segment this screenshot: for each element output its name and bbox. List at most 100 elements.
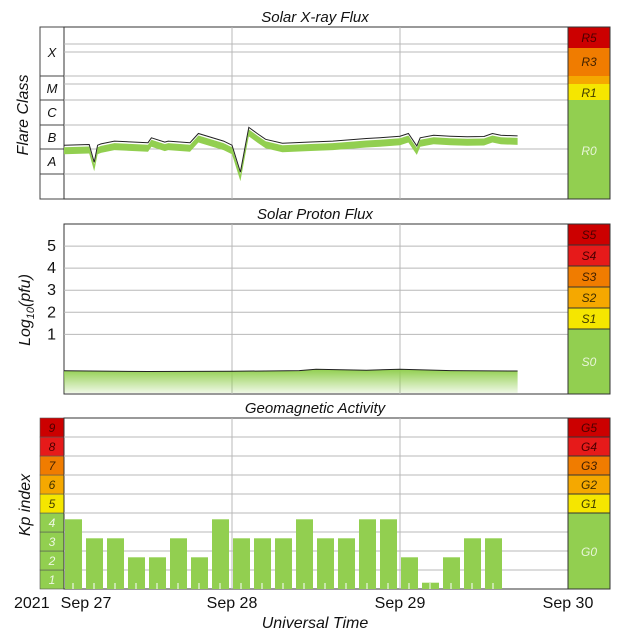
- kp-level-label: 5: [49, 497, 56, 511]
- g0-label: G0: [581, 545, 597, 559]
- kp-level-label: 6: [49, 478, 56, 492]
- x-axis-label: Universal Time: [262, 615, 369, 632]
- proton-ytick: 5: [47, 238, 56, 255]
- flare-class-box: [39, 26, 65, 200]
- kp-bars: [65, 519, 502, 589]
- xray-title: Solar X-ray Flux: [261, 9, 369, 26]
- proton-ytick: 3: [47, 282, 56, 299]
- s4-label: S4: [582, 249, 597, 263]
- g3-band: [568, 456, 610, 475]
- flare-class-a: A: [47, 154, 57, 169]
- xray-gridlines: [64, 27, 568, 199]
- kp-level-label: 2: [48, 554, 56, 568]
- g2-band: [568, 475, 610, 494]
- r1-band: [568, 84, 610, 100]
- proton-title: Solar Proton Flux: [257, 206, 373, 223]
- g0-band: [568, 513, 610, 589]
- kp-level-label: 4: [49, 516, 56, 530]
- s3-band: [568, 266, 610, 287]
- kp-bar: [86, 538, 103, 589]
- kp-bar: [65, 519, 82, 589]
- kp-level-label: 3: [49, 535, 56, 549]
- kp-panel: Geomagnetic Activity Kp index 123456789 …: [17, 400, 611, 590]
- g-scale: G5 G4 G3 G2 G1 G0: [567, 417, 611, 590]
- xray-panel: Solar X-ray Flux Flare Class X M C B A: [15, 9, 611, 200]
- r0-band: [568, 100, 610, 199]
- kp-bar: [359, 519, 376, 589]
- g5-label: G5: [581, 421, 597, 435]
- kp-bar: [401, 557, 418, 589]
- s-scale: S5 S4 S3 S2 S1 S0: [567, 223, 611, 395]
- x-tick-sep28: Sep 28: [207, 595, 258, 612]
- kp-gridlines: [64, 418, 568, 589]
- s1-band: [568, 308, 610, 329]
- proton-ytick: 2: [47, 304, 56, 321]
- x-year-label: 2021: [14, 595, 50, 612]
- kp-bar: [191, 557, 208, 589]
- s2-label: S2: [582, 291, 597, 305]
- r5-label: R5: [581, 31, 597, 45]
- r-scale: R5 R3 R1 R0: [567, 26, 611, 200]
- flare-class-b: B: [48, 130, 57, 145]
- flare-class-labels: X M C B A: [39, 26, 65, 200]
- kp-bar: [296, 519, 313, 589]
- x-tick-sep27: Sep 27: [61, 595, 112, 612]
- flare-class-x: X: [47, 45, 58, 60]
- kp-bar: [464, 538, 481, 589]
- kp-level-label: 7: [49, 459, 57, 473]
- proton-plot-area: [63, 223, 569, 395]
- g2-label: G2: [581, 478, 597, 492]
- kp-level-label: 1: [49, 573, 56, 587]
- r0-label: R0: [581, 144, 597, 158]
- r5-band: [568, 27, 610, 48]
- r3-label: R3: [581, 55, 597, 69]
- flare-class-c: C: [47, 105, 57, 120]
- proton-series: [63, 368, 518, 393]
- proton-gridlines: [64, 224, 568, 394]
- s0-band: [568, 329, 610, 394]
- kp-bar: [149, 557, 166, 589]
- kp-bar: [233, 538, 250, 589]
- r1-label: R1: [581, 86, 596, 100]
- proton-line: [63, 368, 518, 373]
- g3-label: G3: [581, 459, 597, 473]
- g4-label: G4: [581, 440, 597, 454]
- s2-band: [568, 287, 610, 308]
- kp-bar: [317, 538, 334, 589]
- proton-ylabel: Log10(pfu): [17, 274, 37, 346]
- xray-series: [63, 126, 518, 182]
- kp-bar: [128, 557, 145, 589]
- kp-bar: [254, 538, 271, 589]
- kp-bar: [107, 538, 124, 589]
- kp-bar: [275, 538, 292, 589]
- xray-short-channel: [63, 126, 518, 173]
- kp-bar: [212, 519, 229, 589]
- x-tick-sep29: Sep 29: [375, 595, 426, 612]
- s5-label: S5: [582, 228, 597, 242]
- kp-ylabel: Kp index: [17, 473, 34, 536]
- kp-bar: [485, 538, 502, 589]
- s4-band: [568, 245, 610, 266]
- xray-ylabel: Flare Class: [15, 75, 32, 156]
- proton-ytick: 1: [47, 326, 56, 343]
- r3-band: [568, 48, 610, 76]
- proton-area: [64, 369, 518, 393]
- x-tick-sep30: Sep 30: [543, 595, 594, 612]
- g1-band: [568, 494, 610, 513]
- g5-band: [568, 418, 610, 437]
- s1-label: S1: [582, 312, 597, 326]
- kp-bar: [170, 538, 187, 589]
- kp-level-label: 9: [49, 421, 56, 435]
- proton-ytick: 4: [47, 260, 56, 277]
- r2-band: [568, 76, 610, 84]
- kp-plot-area: [63, 417, 569, 590]
- s0-label: S0: [582, 355, 597, 369]
- g4-band: [568, 437, 610, 456]
- flare-class-m: M: [47, 81, 58, 96]
- proton-panel: Solar Proton Flux Log10(pfu) 5 4 3 2 1 S5 S4…: [17, 206, 611, 395]
- kp-title: Geomagnetic Activity: [245, 400, 387, 417]
- g1-label: G1: [581, 497, 597, 511]
- proton-yticks: 5 4 3 2 1: [47, 238, 56, 343]
- kp-level-label: 8: [49, 440, 56, 454]
